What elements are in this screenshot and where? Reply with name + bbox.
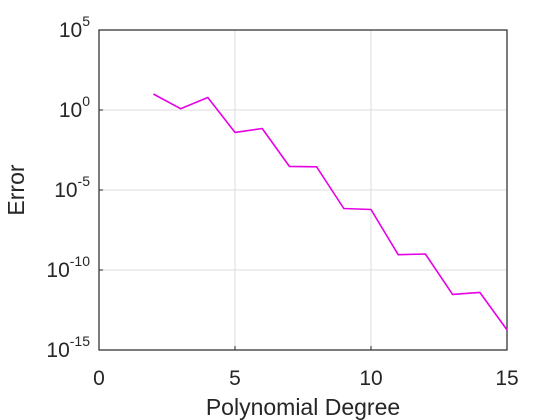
y-tick-label: 100 [59,93,90,122]
x-tick-label: 5 [229,367,241,390]
x-tick-label: 0 [93,367,105,390]
x-axis-ticks: 0 5 10 15 [93,346,519,390]
y-tick-label: 105 [59,13,90,42]
x-tick-label: 15 [495,367,518,390]
y-tick-label: 10-5 [54,173,90,202]
grid-lines [99,30,507,350]
x-tick-label: 10 [359,367,382,390]
y-tick-label: 10-15 [46,333,90,362]
x-axis-label: Polynomial Degree [206,394,400,420]
y-axis-ticks: 105 100 10-5 10-10 10-15 [46,13,103,362]
series-line [153,93,508,331]
y-tick-label: 10-10 [46,253,90,282]
series-group [153,93,508,331]
y-axis-label: Error [3,164,29,215]
